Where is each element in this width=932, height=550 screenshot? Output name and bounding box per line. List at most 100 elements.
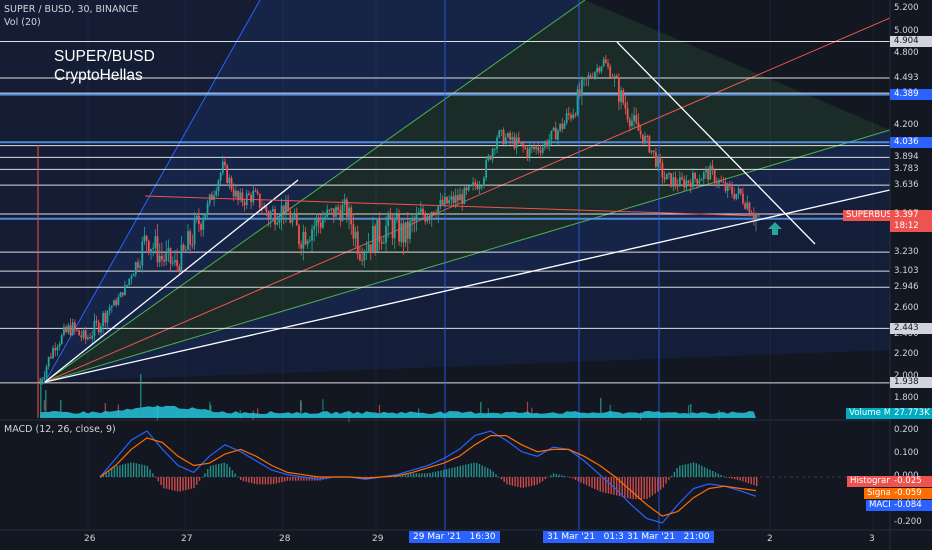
time-label: 28 (279, 534, 291, 544)
histogram-bar (654, 477, 656, 494)
candle-body (483, 177, 485, 186)
candle-body (176, 259, 179, 267)
candle-body (189, 231, 192, 245)
histogram-bar (605, 477, 607, 493)
candle-body (419, 208, 422, 213)
candle-body (456, 195, 459, 201)
candle-body (572, 114, 575, 119)
candle-body (733, 193, 736, 199)
candle-body (389, 212, 392, 220)
histogram-bar (223, 462, 225, 477)
candle-body (409, 221, 411, 239)
candle-body (637, 122, 640, 131)
candle-body (668, 173, 670, 175)
histogram-bar (432, 472, 434, 477)
candle-body (187, 231, 189, 250)
candle-body (711, 165, 714, 170)
candle-body (184, 249, 187, 251)
histogram-bar (624, 477, 626, 498)
candle-body (345, 199, 348, 218)
signal-line (99, 435, 757, 517)
candle-body (474, 182, 477, 186)
candle-body (644, 136, 646, 144)
histogram-bar (465, 464, 467, 477)
candle-body (86, 337, 89, 340)
candle-body (385, 225, 387, 243)
histogram-bar (665, 477, 667, 484)
candle-body (567, 113, 570, 115)
candlesticks (37, 54, 757, 385)
candle-body (65, 327, 68, 333)
candle-body (509, 133, 511, 140)
histogram-bar (250, 477, 253, 484)
candle-body (228, 177, 231, 183)
candle-body (219, 172, 222, 181)
macd-indicator-header[interactable]: MACD (12, 26, close, 9) (4, 424, 116, 435)
histogram-bar (637, 477, 640, 500)
histogram-bar (610, 477, 612, 495)
candle-body (491, 149, 494, 160)
candle-body (522, 143, 525, 148)
histogram-bar (149, 469, 151, 477)
histogram-bar (423, 473, 426, 477)
candle-body (441, 199, 444, 205)
histogram-bar (552, 473, 555, 477)
candle-body (208, 194, 211, 204)
time-marker-label[interactable]: 31 Mar '21 21:00 (623, 531, 714, 543)
candle-body (683, 179, 686, 188)
histogram-bar (294, 477, 297, 481)
candle-body (374, 225, 377, 252)
histogram-bar (717, 473, 719, 477)
candle-body (580, 79, 583, 96)
signal-tag: Signal (864, 488, 897, 499)
candle-body (350, 207, 353, 225)
histogram-bar (484, 466, 486, 477)
candle-body (256, 191, 259, 194)
histogram-bar (198, 477, 201, 481)
candle-body (493, 148, 496, 150)
histogram-bar (108, 471, 110, 477)
candle-body (570, 114, 572, 119)
histogram-bar (272, 477, 275, 485)
candle-body (461, 194, 464, 204)
volume-indicator-header[interactable]: Vol (20) (4, 17, 41, 28)
candle-body (635, 115, 638, 123)
histogram-bar (745, 477, 747, 483)
candle-body (308, 240, 311, 242)
candle-body (202, 219, 205, 230)
candle-body (47, 357, 50, 367)
candle-body (352, 224, 355, 239)
time-marker-label[interactable]: 31 Mar '21 01:30 (543, 531, 634, 543)
price-axis-label: 4.200 (894, 119, 919, 130)
candle-body (437, 206, 440, 215)
histogram-bar (495, 474, 497, 477)
symbol-header[interactable]: SUPER / BUSD, 30, BINANCE (4, 4, 139, 15)
histogram-bar (476, 462, 478, 477)
candle-body (319, 222, 322, 228)
histogram-bar (141, 464, 143, 477)
histogram-bar (651, 477, 654, 496)
histogram-bar (522, 477, 525, 488)
time-marker-label[interactable]: 29 Mar '21 16:30 (409, 531, 500, 543)
histogram-bar (135, 463, 138, 477)
candle-body (428, 216, 431, 218)
histogram-bar (297, 477, 300, 481)
volume-bar (378, 404, 381, 414)
candle-body (459, 194, 461, 201)
macd-histogram (100, 462, 758, 500)
histogram-bar (712, 471, 714, 477)
candle-body (659, 157, 662, 163)
candle-body (446, 196, 448, 204)
candle-body (744, 203, 747, 209)
volume-bar (600, 398, 602, 418)
candle-body (60, 335, 63, 345)
candle-body (117, 297, 120, 305)
candle-body (137, 262, 139, 268)
histogram-bar (596, 477, 599, 491)
volume-bar (487, 408, 489, 418)
histogram-bar (698, 464, 700, 477)
histogram-bar (248, 477, 250, 483)
histogram-bar (434, 471, 437, 477)
candle-body (171, 262, 174, 264)
